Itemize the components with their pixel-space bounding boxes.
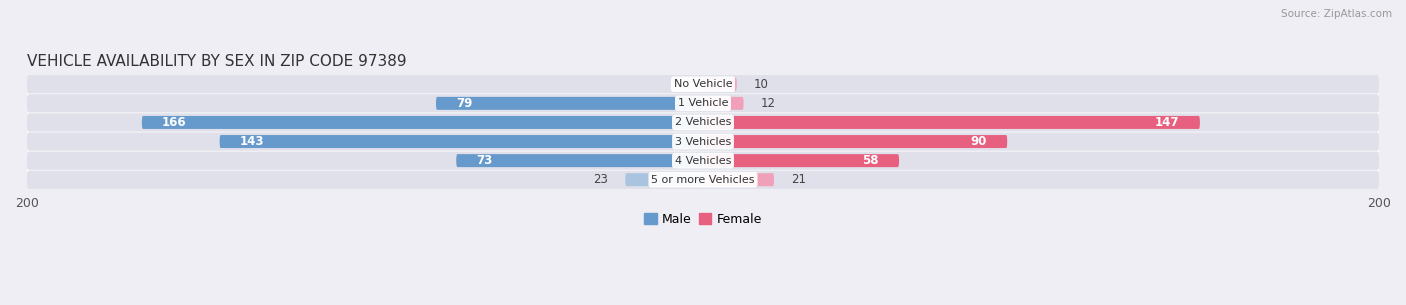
Text: 166: 166 <box>162 116 187 129</box>
Text: Source: ZipAtlas.com: Source: ZipAtlas.com <box>1281 9 1392 19</box>
FancyBboxPatch shape <box>27 170 1379 189</box>
Text: 143: 143 <box>240 135 264 148</box>
Text: 79: 79 <box>456 97 472 110</box>
Text: 4 Vehicles: 4 Vehicles <box>675 156 731 166</box>
FancyBboxPatch shape <box>456 154 703 167</box>
FancyBboxPatch shape <box>27 152 1379 170</box>
Text: 23: 23 <box>593 173 609 186</box>
Text: 21: 21 <box>792 173 806 186</box>
FancyBboxPatch shape <box>703 154 898 167</box>
Text: 73: 73 <box>477 154 492 167</box>
FancyBboxPatch shape <box>703 78 737 91</box>
FancyBboxPatch shape <box>703 97 744 110</box>
Text: 10: 10 <box>754 78 769 91</box>
Text: 90: 90 <box>970 135 987 148</box>
FancyBboxPatch shape <box>27 132 1379 151</box>
FancyBboxPatch shape <box>626 173 703 186</box>
Text: 3 Vehicles: 3 Vehicles <box>675 137 731 146</box>
Text: 147: 147 <box>1156 116 1180 129</box>
Text: 58: 58 <box>862 154 879 167</box>
FancyBboxPatch shape <box>27 113 1379 132</box>
Text: 5 or more Vehicles: 5 or more Vehicles <box>651 175 755 185</box>
Text: No Vehicle: No Vehicle <box>673 79 733 89</box>
FancyBboxPatch shape <box>436 97 703 110</box>
FancyBboxPatch shape <box>27 75 1379 93</box>
FancyBboxPatch shape <box>703 116 1199 129</box>
FancyBboxPatch shape <box>27 94 1379 113</box>
Text: 1 Vehicle: 1 Vehicle <box>678 98 728 108</box>
Legend: Male, Female: Male, Female <box>640 208 766 231</box>
Text: 12: 12 <box>761 97 776 110</box>
FancyBboxPatch shape <box>219 135 703 148</box>
Text: 2 Vehicles: 2 Vehicles <box>675 117 731 127</box>
FancyBboxPatch shape <box>703 173 773 186</box>
FancyBboxPatch shape <box>142 116 703 129</box>
FancyBboxPatch shape <box>703 135 1007 148</box>
Text: VEHICLE AVAILABILITY BY SEX IN ZIP CODE 97389: VEHICLE AVAILABILITY BY SEX IN ZIP CODE … <box>27 54 406 69</box>
